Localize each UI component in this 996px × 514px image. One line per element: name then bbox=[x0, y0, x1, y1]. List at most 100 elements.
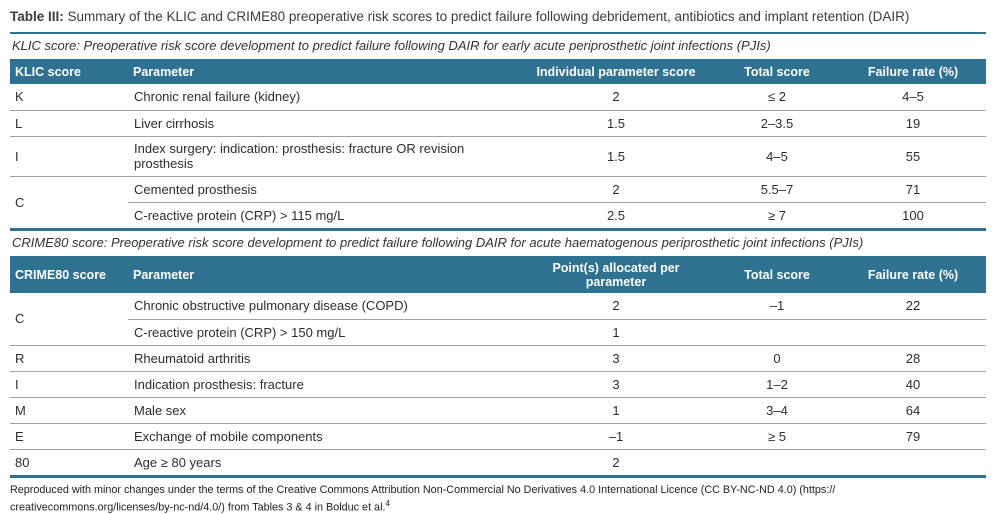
table-title-text: Summary of the KLIC and CRIME80 preopera… bbox=[63, 9, 910, 24]
failure-rate-cell: 55 bbox=[840, 136, 986, 177]
row-letter: K bbox=[10, 84, 128, 111]
individual-score-cell: 1.5 bbox=[518, 136, 714, 177]
failure-rate-cell: 28 bbox=[840, 345, 986, 372]
row-letter-group-c: C bbox=[15, 194, 25, 210]
failure-rate-cell: 100 bbox=[902, 207, 924, 223]
parameter-cell: Chronic obstructive pulmonary disease (C… bbox=[128, 293, 518, 320]
total-score-cell: –1 bbox=[714, 293, 840, 320]
parameter-cell: Index surgery: indication: prosthesis: f… bbox=[128, 136, 518, 177]
points-cell: 3 bbox=[518, 371, 714, 398]
total-score-cell: ≥ 5 bbox=[714, 423, 840, 450]
table-row: C Cemented prosthesis 2 5.5–7 71 bbox=[10, 176, 986, 210]
table-row: R Rheumatoid arthritis 3 0 28 bbox=[10, 345, 986, 372]
total-score-cell bbox=[714, 319, 840, 346]
points-cell: 2 bbox=[612, 454, 620, 470]
column-header-total-score: Total score bbox=[714, 59, 840, 84]
points-cell: 3 bbox=[518, 345, 714, 372]
footnote-line-1: Reproduced with minor changes under the … bbox=[10, 484, 836, 496]
table-row: C-reactive protein (CRP) > 150 mg/L 1 bbox=[10, 319, 986, 346]
total-score-cell: 5.5–7 bbox=[714, 176, 840, 203]
column-header-failure-rate: Failure rate (%) bbox=[840, 59, 986, 84]
table-row: K Chronic renal failure (kidney) 2 ≤ 2 4… bbox=[10, 84, 986, 111]
table-number-label: Table III: bbox=[10, 9, 64, 24]
points-cell: 1 bbox=[518, 397, 714, 424]
column-header-points-allocated: Point(s) allocated per parameter bbox=[518, 256, 714, 293]
total-score-cell: 3–4 bbox=[714, 397, 840, 424]
klic-subtitle: KLIC score: Preoperative risk score deve… bbox=[12, 38, 771, 53]
table-row: I Index surgery: indication: prosthesis:… bbox=[10, 136, 986, 177]
klic-table-header: KLIC score Parameter Individual paramete… bbox=[10, 59, 986, 84]
failure-rate-cell: 22 bbox=[840, 293, 986, 320]
total-score-cell bbox=[714, 449, 840, 475]
column-header-parameter: Parameter bbox=[128, 59, 518, 84]
points-cell: 1 bbox=[518, 319, 714, 346]
license-footnote: Reproduced with minor changes under the … bbox=[10, 478, 986, 514]
failure-rate-cell: 79 bbox=[840, 423, 986, 450]
crime80-subtitle: CRIME80 score: Preoperative risk score d… bbox=[12, 235, 864, 250]
row-letter: M bbox=[10, 397, 128, 424]
individual-score-cell: 2 bbox=[518, 84, 714, 111]
column-header-crime80-score: CRIME80 score bbox=[10, 256, 128, 293]
footer-divider bbox=[10, 475, 986, 478]
klic-table-body: K Chronic renal failure (kidney) 2 ≤ 2 4… bbox=[10, 84, 986, 228]
failure-rate-cell: 71 bbox=[840, 176, 986, 203]
individual-score-cell: 2.5 bbox=[606, 207, 626, 223]
citation-superscript: 4 bbox=[385, 499, 390, 508]
footnote-line-2: creativecommons.org/licenses/by-nc-nd/4.… bbox=[10, 501, 386, 514]
failure-rate-cell: 64 bbox=[840, 397, 986, 424]
parameter-cell: Indication prosthesis: fracture bbox=[128, 371, 518, 398]
total-score-cell: 0 bbox=[714, 345, 840, 372]
parameter-cell: C-reactive protein (CRP) > 115 mg/L bbox=[134, 207, 345, 223]
row-letter: L bbox=[10, 110, 128, 137]
parameter-cell: C-reactive protein (CRP) > 150 mg/L bbox=[128, 319, 518, 346]
row-letter: I bbox=[10, 371, 128, 398]
column-header-total-score: Total score bbox=[714, 256, 840, 293]
parameter-cell: Male sex bbox=[128, 397, 518, 424]
row-letter: E bbox=[10, 423, 128, 450]
total-score-cell: ≥ 7 bbox=[768, 207, 786, 223]
points-cell: 2 bbox=[518, 293, 714, 320]
individual-score-cell: 1.5 bbox=[518, 110, 714, 137]
total-score-cell: 4–5 bbox=[714, 136, 840, 177]
failure-rate-cell: 19 bbox=[840, 110, 986, 137]
section-divider bbox=[10, 228, 986, 231]
parameter-cell: Rheumatoid arthritis bbox=[128, 345, 518, 372]
crime80-table: CRIME80 score Parameter Point(s) allocat… bbox=[10, 256, 986, 475]
crime80-table-header: CRIME80 score Parameter Point(s) allocat… bbox=[10, 256, 986, 293]
failure-rate-cell bbox=[840, 449, 986, 475]
column-header-klic-score: KLIC score bbox=[10, 59, 128, 84]
parameter-cell: Liver cirrhosis bbox=[128, 110, 518, 137]
column-header-individual-score: Individual parameter score bbox=[518, 59, 714, 84]
table-row: 80 Age ≥ 80 years 2 bbox=[10, 449, 986, 475]
table-title: Table III: Summary of the KLIC and CRIME… bbox=[10, 8, 986, 26]
table-row: C Chronic obstructive pulmonary disease … bbox=[10, 293, 986, 346]
column-header-failure-rate: Failure rate (%) bbox=[840, 256, 986, 293]
total-score-cell: 1–2 bbox=[714, 371, 840, 398]
crime80-table-body: C Chronic obstructive pulmonary disease … bbox=[10, 293, 986, 475]
parameter-cell: Age ≥ 80 years bbox=[134, 454, 222, 470]
row-letter: 80 bbox=[15, 454, 30, 470]
parameter-cell: Chronic renal failure (kidney) bbox=[128, 84, 518, 111]
total-score-cell: 2–3.5 bbox=[714, 110, 840, 137]
table-row: M Male sex 1 3–4 64 bbox=[10, 397, 986, 424]
column-header-parameter: Parameter bbox=[128, 256, 518, 293]
header-row: KLIC score Parameter Individual paramete… bbox=[10, 59, 986, 84]
failure-rate-cell bbox=[840, 319, 986, 346]
individual-score-cell: 2 bbox=[518, 176, 714, 203]
total-score-cell: ≤ 2 bbox=[714, 84, 840, 111]
parameter-cell: Exchange of mobile components bbox=[128, 423, 518, 450]
row-letter-group-c: C bbox=[10, 293, 128, 346]
table-row: I Indication prosthesis: fracture 3 1–2 … bbox=[10, 371, 986, 398]
table-row: L Liver cirrhosis 1.5 2–3.5 19 bbox=[10, 110, 986, 137]
failure-rate-cell: 4–5 bbox=[840, 84, 986, 111]
points-cell: –1 bbox=[518, 423, 714, 450]
title-divider bbox=[10, 32, 986, 34]
klic-table: KLIC score Parameter Individual paramete… bbox=[10, 59, 986, 228]
table-row: C-reactive protein (CRP) > 115 mg/L 2.5 … bbox=[10, 202, 986, 228]
row-letter: R bbox=[10, 345, 128, 372]
parameter-cell: Cemented prosthesis bbox=[128, 176, 518, 203]
failure-rate-cell: 40 bbox=[840, 371, 986, 398]
header-row: CRIME80 score Parameter Point(s) allocat… bbox=[10, 256, 986, 293]
row-letter: I bbox=[10, 136, 128, 177]
